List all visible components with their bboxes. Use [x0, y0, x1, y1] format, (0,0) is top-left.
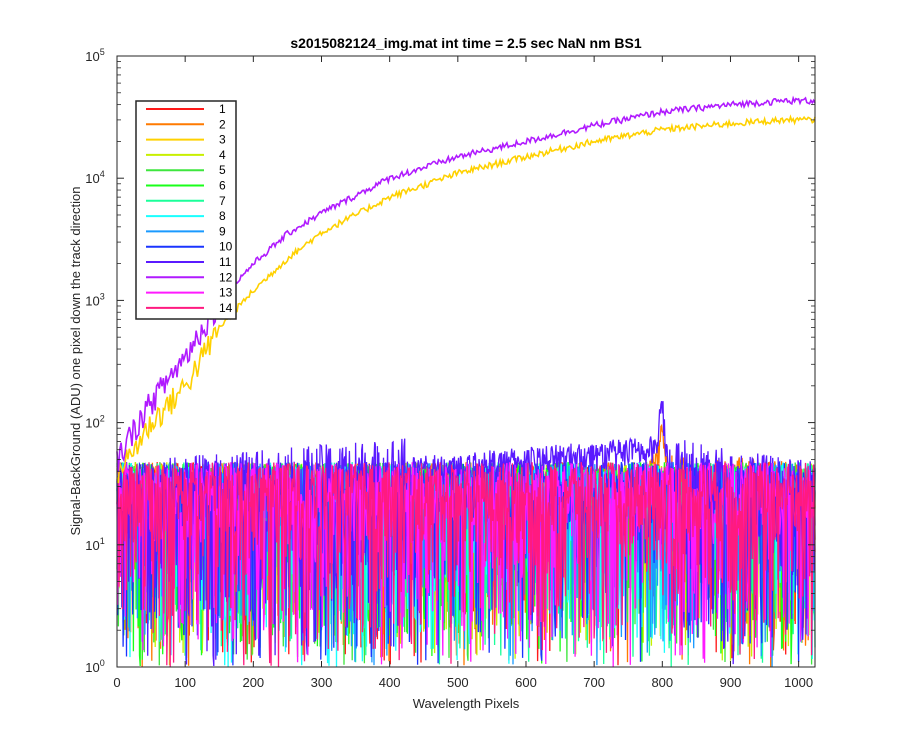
legend-label-12: 12 — [219, 270, 233, 284]
x-tick-label: 600 — [515, 675, 537, 690]
legend-label-3: 3 — [219, 133, 226, 147]
x-tick-label: 800 — [651, 675, 673, 690]
legend-label-10: 10 — [219, 240, 233, 254]
x-axis-label: Wavelength Pixels — [413, 696, 520, 711]
legend-label-7: 7 — [219, 194, 226, 208]
plot-frame — [116, 55, 816, 668]
series-line-14 — [116, 462, 816, 667]
x-tick-label: 500 — [447, 675, 469, 690]
x-tick-label: 400 — [379, 675, 401, 690]
chart-title: s2015082124_img.mat int time = 2.5 sec N… — [290, 35, 642, 51]
legend-label-11: 11 — [219, 255, 232, 269]
legend-box — [135, 100, 237, 320]
x-tick-label: 300 — [311, 675, 333, 690]
legend-label-8: 8 — [219, 209, 226, 223]
y-tick-label: 103 — [85, 291, 104, 308]
x-tick-label: 1000 — [784, 675, 813, 690]
legend-label-6: 6 — [219, 179, 226, 193]
y-tick-label: 104 — [85, 169, 104, 186]
legend-label-13: 13 — [219, 286, 233, 300]
x-tick-label: 200 — [242, 675, 264, 690]
legend-label-4: 4 — [219, 148, 226, 162]
x-tick-label: 0 — [113, 675, 120, 690]
ticks-layer: 0 100 200 300 400 500 600 700 800 900 100010010110… — [85, 47, 815, 690]
y-tick-label: 105 — [85, 47, 104, 64]
legend-label-2: 2 — [219, 117, 226, 131]
x-tick-label: 100 — [174, 675, 196, 690]
legend-label-9: 9 — [219, 224, 226, 238]
y-tick-label: 100 — [85, 658, 104, 675]
x-tick-label: 700 — [583, 675, 605, 690]
y-axis-label: Signal-BackGround (ADU) one pixel down t… — [68, 186, 83, 535]
y-tick-label: 101 — [85, 536, 104, 553]
y-tick-label: 102 — [85, 414, 104, 431]
x-tick-label: 900 — [720, 675, 742, 690]
legend-label-14: 14 — [219, 301, 233, 315]
legend-label-5: 5 — [219, 163, 226, 177]
legend-label-1: 1 — [219, 102, 226, 116]
